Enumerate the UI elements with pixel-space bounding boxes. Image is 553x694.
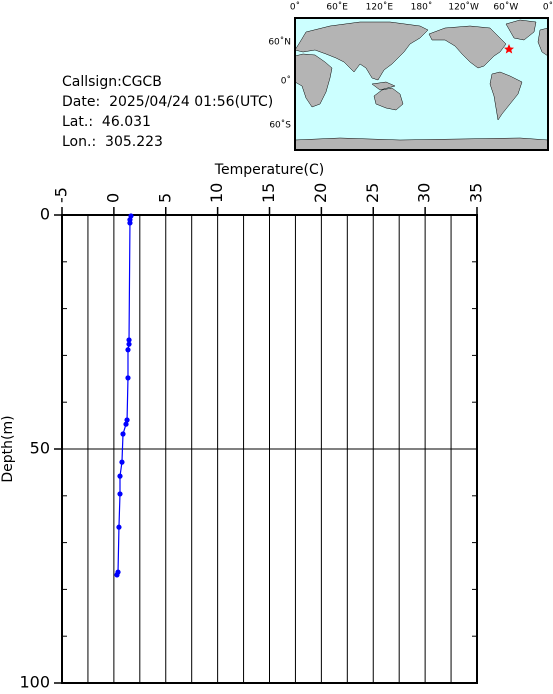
- data-point: [119, 459, 125, 465]
- x-tick-label: 0: [103, 193, 122, 203]
- x-axis-title: Temperature(C): [214, 162, 324, 178]
- map-lat-label: 60˚S: [269, 120, 291, 131]
- data-point: [127, 220, 133, 226]
- date: Date: 2025/04/24 01:56(UTC): [62, 94, 273, 110]
- data-point: [114, 572, 120, 578]
- data-point: [124, 417, 130, 423]
- data-point: [125, 347, 131, 353]
- data-point: [116, 524, 122, 530]
- data-point: [120, 431, 126, 437]
- data-point: [123, 421, 129, 427]
- info-block: Callsign:CGCB Date: 2025/04/24 01:56(UTC…: [62, 74, 273, 150]
- profile-line: [116, 215, 132, 576]
- location-star: [504, 44, 514, 54]
- data-point: [126, 337, 132, 343]
- plot-frame: [61, 214, 478, 684]
- map-lat-label: 0˚: [281, 76, 291, 87]
- map-lat-label: 60˚N: [268, 37, 291, 48]
- map-inset: [294, 17, 549, 151]
- map-lon-label: 60˚W: [493, 2, 518, 13]
- map-frame: [294, 17, 549, 151]
- x-tick-label: 15: [259, 183, 278, 203]
- x-tick-label: 35: [467, 183, 486, 203]
- x-tick-label: 10: [207, 183, 226, 203]
- data-point: [126, 341, 132, 347]
- data-point: [117, 491, 123, 497]
- y-axis-title: Depth(m): [0, 415, 16, 482]
- data-point: [117, 473, 123, 479]
- y-tick-label: 0: [40, 205, 50, 224]
- map-lon-label: 60˚E: [326, 2, 348, 13]
- x-tick-label: -5: [52, 187, 71, 203]
- map-lon-label: 180˚: [411, 2, 433, 13]
- x-tick-label: 30: [415, 183, 434, 203]
- x-tick-label: 5: [155, 193, 174, 203]
- map-lon-label: 0˚: [290, 2, 300, 13]
- land: [294, 19, 549, 151]
- data-point: [125, 375, 131, 381]
- callsign: Callsign:CGCB: [62, 74, 162, 90]
- latitude: Lat.: 46.031: [62, 114, 151, 130]
- map-lon-label: 120˚E: [366, 2, 394, 13]
- map-lon-label: 0˚: [543, 2, 553, 13]
- map-lon-label: 120˚W: [448, 2, 479, 13]
- longitude: Lon.: 305.223: [62, 134, 163, 150]
- x-tick-label: 25: [363, 183, 382, 203]
- y-tick-label: 100: [19, 673, 50, 691]
- x-tick-label: 20: [311, 183, 330, 203]
- y-tick-label: 50: [30, 439, 50, 458]
